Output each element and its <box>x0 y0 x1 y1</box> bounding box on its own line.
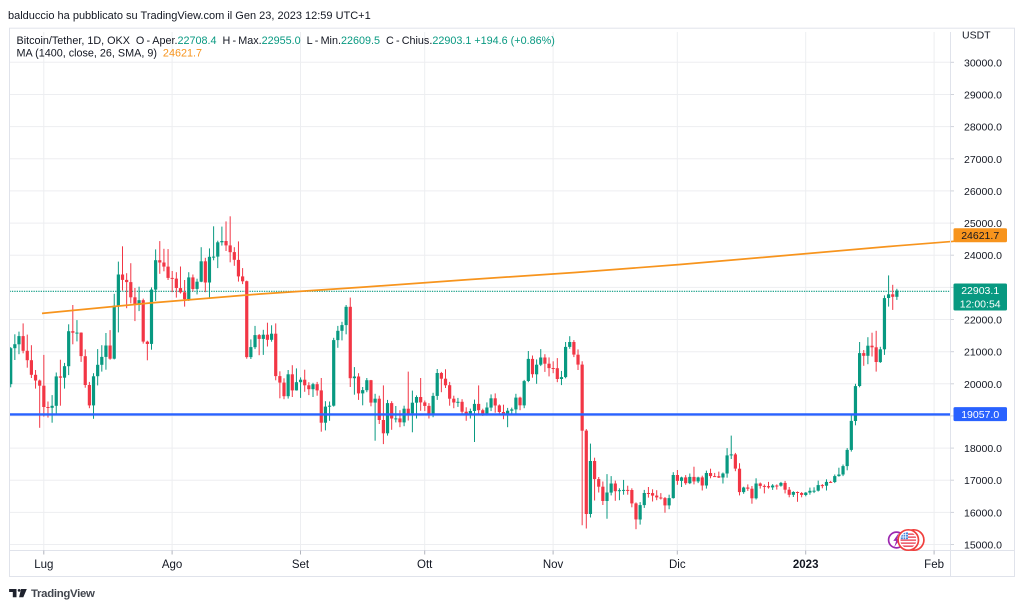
svg-text:17000.0: 17000.0 <box>964 475 1002 487</box>
svg-text:Set: Set <box>292 559 310 571</box>
svg-text:19057.0: 19057.0 <box>961 409 999 421</box>
svg-text:Ott: Ott <box>417 559 433 571</box>
svg-text:21000.0: 21000.0 <box>964 347 1002 359</box>
svg-text:Lug: Lug <box>34 559 53 571</box>
svg-text:2023: 2023 <box>793 559 819 571</box>
svg-text:Feb: Feb <box>924 559 944 571</box>
svg-text:24000.0: 24000.0 <box>964 250 1002 262</box>
svg-text:12:00:54: 12:00:54 <box>960 299 1001 311</box>
svg-text:24621.7: 24621.7 <box>961 230 999 242</box>
svg-text:MA (1400, close, 26, SMA, 9): MA (1400, close, 26, SMA, 9) 24621.7 <box>17 48 202 60</box>
svg-text:Bitcoin/Tether, 1D, OKX O - A: Bitcoin/Tether, 1D, OKX O - Aper.22708.4… <box>17 35 555 47</box>
svg-text:16000.0: 16000.0 <box>964 507 1002 519</box>
svg-text:USDT: USDT <box>962 30 991 42</box>
svg-text:30000.0: 30000.0 <box>964 57 1002 69</box>
svg-text:TradingView: TradingView <box>31 588 95 600</box>
svg-text:18000.0: 18000.0 <box>964 443 1002 455</box>
svg-text:26000.0: 26000.0 <box>964 186 1002 198</box>
svg-text:27000.0: 27000.0 <box>964 154 1002 166</box>
svg-text:28000.0: 28000.0 <box>964 122 1002 134</box>
svg-text:15000.0: 15000.0 <box>964 540 1002 552</box>
svg-text:22000.0: 22000.0 <box>964 315 1002 327</box>
svg-text:29000.0: 29000.0 <box>964 90 1002 102</box>
svg-text:Dic: Dic <box>669 559 686 571</box>
svg-text:balduccio ha pubblicato su Tra: balduccio ha pubblicato su TradingView.c… <box>8 10 371 22</box>
svg-text:Nov: Nov <box>543 559 564 571</box>
svg-text:20000.0: 20000.0 <box>964 379 1002 391</box>
svg-text:Ago: Ago <box>162 559 182 571</box>
svg-text:25000.0: 25000.0 <box>964 218 1002 230</box>
svg-text:22903.1: 22903.1 <box>961 285 999 297</box>
